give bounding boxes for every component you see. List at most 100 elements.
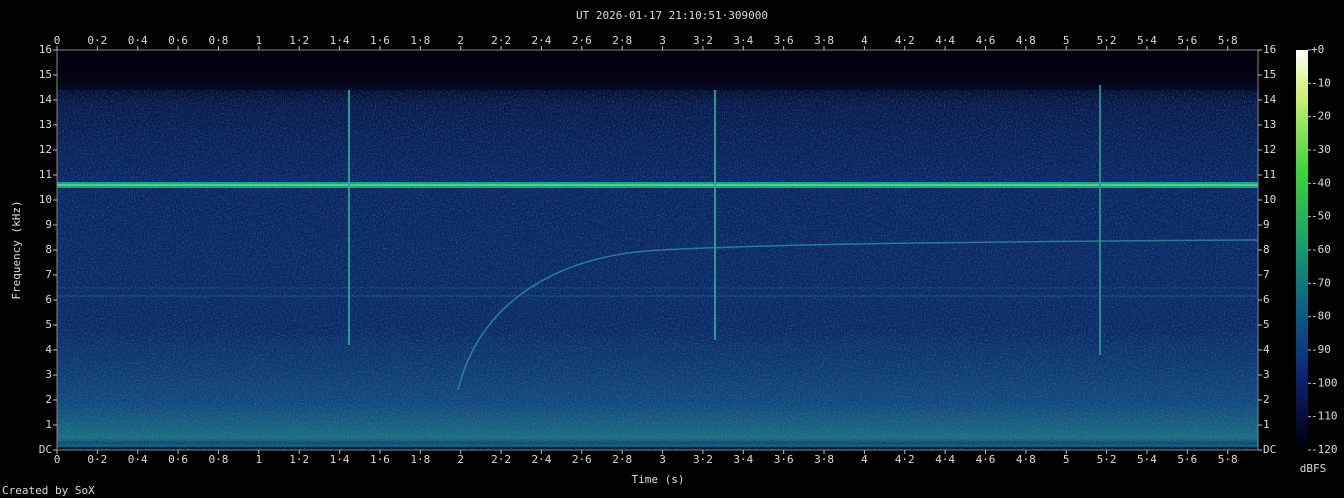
x-tick-label: 5·8 bbox=[1218, 453, 1238, 466]
x-tick-label: 5·4 bbox=[1137, 453, 1157, 466]
x-tick-label: 4·2 bbox=[895, 34, 915, 47]
spectrogram-image bbox=[57, 50, 1259, 450]
y-tick-label: 15 bbox=[1263, 68, 1276, 81]
colorbar-tick-label: -70 bbox=[1311, 276, 1331, 289]
x-tick-label: 3·4 bbox=[733, 453, 753, 466]
x-tick-label: 2·2 bbox=[491, 34, 511, 47]
x-tick-label: 4 bbox=[861, 34, 868, 47]
y-tick-label: 1 bbox=[1263, 418, 1270, 431]
x-tick-label: 1·8 bbox=[410, 34, 430, 47]
x-tick-label: 3·8 bbox=[814, 453, 834, 466]
x-tick-label: 0·8 bbox=[209, 453, 229, 466]
y-axis-label: Frequency (kHz) bbox=[10, 200, 23, 299]
colorbar-tick-label: -60 bbox=[1311, 243, 1331, 256]
x-tick-label: 5 bbox=[1063, 453, 1070, 466]
x-tick-label: 2·8 bbox=[612, 34, 632, 47]
y-tick-label: 6 bbox=[1263, 293, 1270, 306]
y-tick-label: 11 bbox=[1263, 168, 1276, 181]
x-tick-label: 0·6 bbox=[168, 34, 188, 47]
y-tick-label: 15 bbox=[39, 68, 52, 81]
colorbar-tick-label: -90 bbox=[1311, 343, 1331, 356]
x-tick-label: 1·4 bbox=[330, 453, 350, 466]
x-tick-label: 0·8 bbox=[209, 34, 229, 47]
y-tick-label: DC bbox=[1263, 443, 1276, 456]
y-tick-label: DC bbox=[39, 443, 52, 456]
x-tick-label: 1·2 bbox=[289, 34, 309, 47]
x-tick-label: 2·4 bbox=[531, 453, 551, 466]
x-tick-label: 5 bbox=[1063, 34, 1070, 47]
x-tick-label: 4·2 bbox=[895, 453, 915, 466]
x-tick-label: 0 bbox=[54, 453, 61, 466]
y-tick-label: 9 bbox=[45, 218, 52, 231]
x-tick-label: 1·6 bbox=[370, 453, 390, 466]
colorbar-tick-label: +0 bbox=[1311, 43, 1324, 56]
x-tick-label: 4·6 bbox=[976, 34, 996, 47]
x-tick-label: 2·6 bbox=[572, 453, 592, 466]
y-tick-label: 14 bbox=[39, 93, 53, 106]
colorbar-tick-label: -120 bbox=[1311, 443, 1338, 456]
x-tick-label: 4·4 bbox=[935, 34, 955, 47]
x-tick-label: 5·6 bbox=[1177, 453, 1197, 466]
colorbar-tick-label: -10 bbox=[1311, 76, 1331, 89]
x-tick-label: 2·2 bbox=[491, 453, 511, 466]
y-tick-label: 1 bbox=[45, 418, 52, 431]
y-tick-label: 11 bbox=[39, 168, 52, 181]
y-tick-label: 7 bbox=[1263, 268, 1270, 281]
y-tick-label: 3 bbox=[1263, 368, 1270, 381]
x-tick-label: 0 bbox=[54, 34, 61, 47]
x-tick-label: 1 bbox=[256, 34, 263, 47]
x-tick-label: 0·4 bbox=[128, 453, 148, 466]
x-tick-label: 3 bbox=[659, 34, 666, 47]
x-tick-label: 3·6 bbox=[774, 34, 794, 47]
x-tick-label: 1·2 bbox=[289, 453, 309, 466]
x-tick-label: 3·2 bbox=[693, 34, 713, 47]
x-tick-label: 2·4 bbox=[531, 34, 551, 47]
x-tick-label: 0·2 bbox=[87, 34, 107, 47]
y-tick-label: 6 bbox=[45, 293, 52, 306]
x-tick-label: 5·4 bbox=[1137, 34, 1157, 47]
y-tick-label: 5 bbox=[45, 318, 52, 331]
x-tick-label: 3·8 bbox=[814, 34, 834, 47]
x-tick-label: 0·4 bbox=[128, 34, 148, 47]
credit: Created by SoX bbox=[2, 484, 95, 497]
x-tick-label: 1·4 bbox=[330, 34, 350, 47]
colorbar bbox=[1296, 50, 1308, 450]
y-tick-label: 4 bbox=[1263, 343, 1270, 356]
y-tick-label: 8 bbox=[1263, 243, 1270, 256]
x-tick-label: 3·2 bbox=[693, 453, 713, 466]
x-tick-label: 3·6 bbox=[774, 453, 794, 466]
x-tick-label: 1 bbox=[256, 453, 263, 466]
y-tick-label: 2 bbox=[1263, 393, 1270, 406]
colorbar-tick-label: -80 bbox=[1311, 310, 1331, 323]
colorbar-tick-label: -110 bbox=[1311, 410, 1338, 423]
x-tick-label: 4 bbox=[861, 453, 868, 466]
colorbar-tick-label: -40 bbox=[1311, 176, 1331, 189]
x-tick-label: 1·6 bbox=[370, 34, 390, 47]
y-tick-label: 10 bbox=[39, 193, 52, 206]
colorbar-tick-label: -50 bbox=[1311, 210, 1331, 223]
x-tick-label: 1·8 bbox=[410, 453, 430, 466]
x-tick-label: 4·4 bbox=[935, 453, 955, 466]
x-tick-label: 0·6 bbox=[168, 453, 188, 466]
x-tick-label: 2 bbox=[457, 34, 464, 47]
y-tick-label: 4 bbox=[45, 343, 52, 356]
x-tick-label: 3 bbox=[659, 453, 666, 466]
x-tick-label: 5·6 bbox=[1177, 34, 1197, 47]
y-tick-label: 2 bbox=[45, 393, 52, 406]
y-tick-label: 12 bbox=[39, 143, 52, 156]
y-tick-label: 16 bbox=[39, 43, 52, 56]
colorbar-tick-label: -100 bbox=[1311, 376, 1338, 389]
y-tick-label: 13 bbox=[1263, 118, 1276, 131]
y-tick-label: 9 bbox=[1263, 218, 1270, 231]
x-tick-label: 3·4 bbox=[733, 34, 753, 47]
x-axis-label: Time (s) bbox=[632, 473, 685, 486]
x-tick-label: 2·6 bbox=[572, 34, 592, 47]
y-tick-label: 5 bbox=[1263, 318, 1270, 331]
y-tick-label: 8 bbox=[45, 243, 52, 256]
colorbar-tick-label: -20 bbox=[1311, 110, 1331, 123]
x-tick-label: 4·8 bbox=[1016, 453, 1036, 466]
x-tick-label: 2·8 bbox=[612, 453, 632, 466]
y-tick-label: 13 bbox=[39, 118, 52, 131]
y-tick-label: 14 bbox=[1263, 93, 1277, 106]
